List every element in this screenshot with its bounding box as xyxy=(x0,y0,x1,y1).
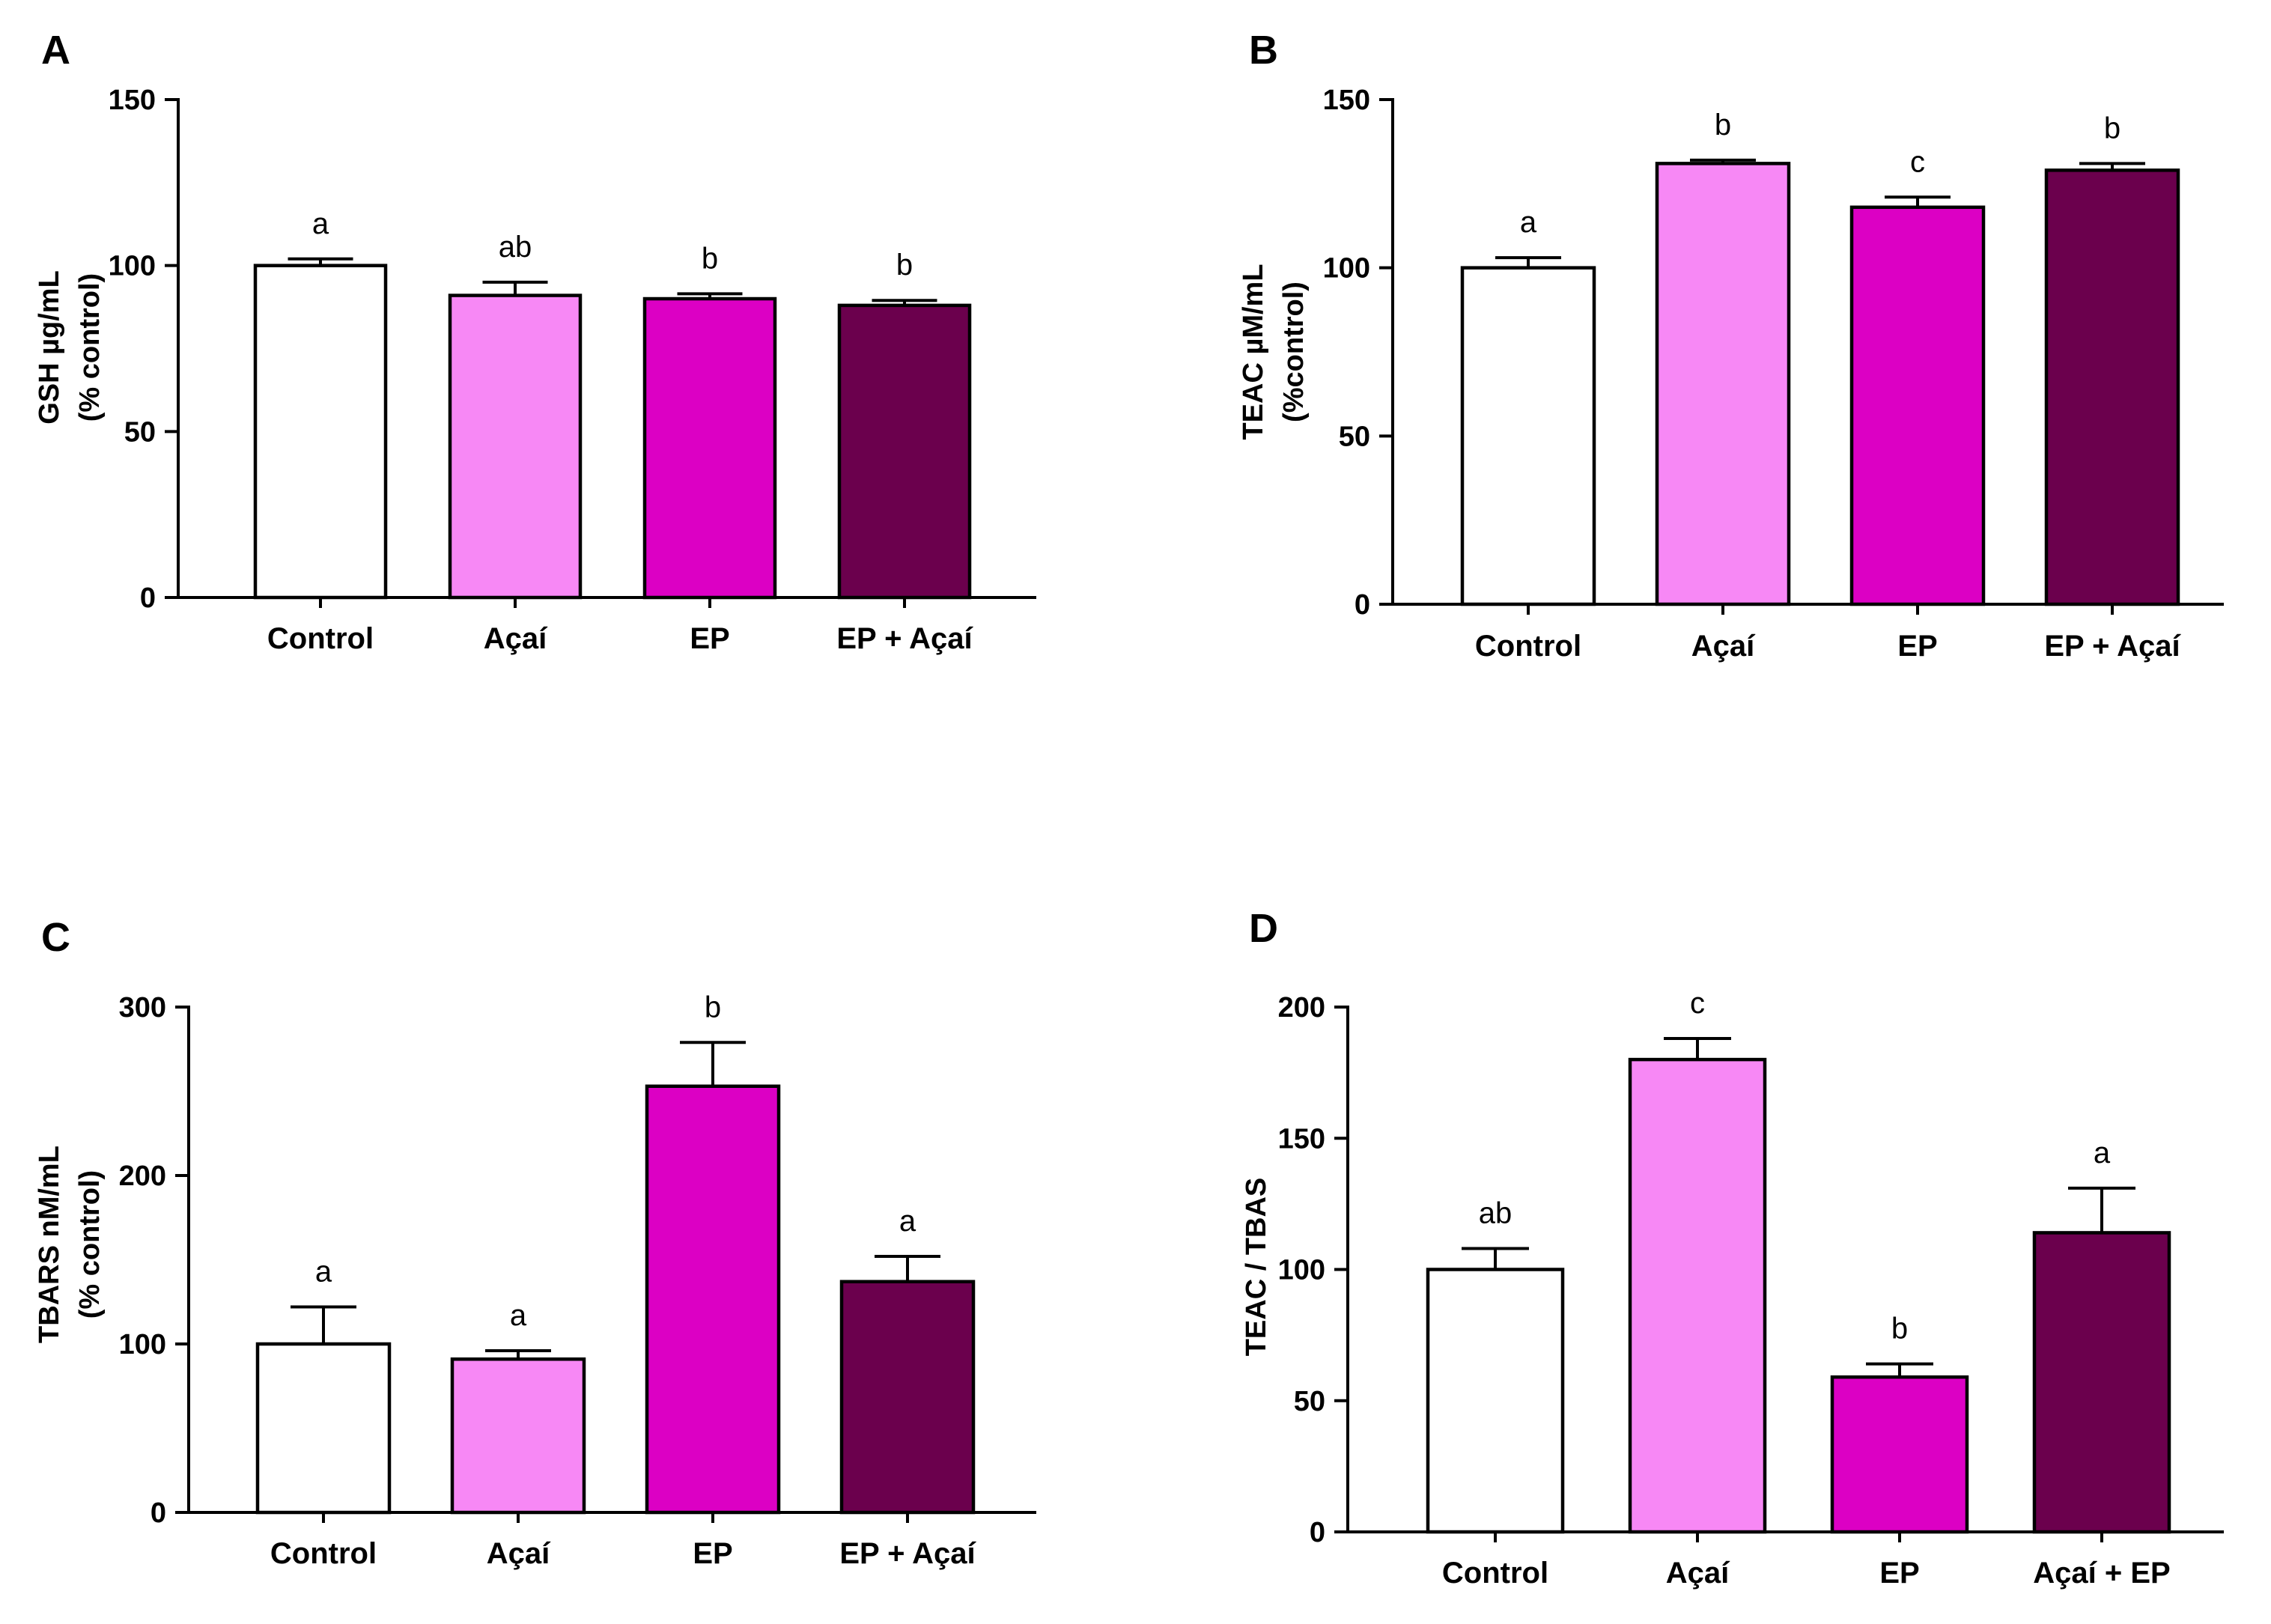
panel-a-y-tick-label: 150 xyxy=(109,85,156,116)
panel-d-ylabel-line-1: TEAC / TBAS xyxy=(1241,1178,1272,1357)
panel-a-category-label: EP xyxy=(690,622,729,655)
panel-a-y-tick-label: 100 xyxy=(109,251,156,282)
panel-c-significance-label: a xyxy=(510,1299,527,1332)
panel-b-ylabel: TEAC µM/mL (%control) xyxy=(1238,264,1310,440)
panel-c-letter: C xyxy=(41,915,70,960)
panel-a-ylabel: GSH µg/mL (% control) xyxy=(34,270,106,425)
panel-c-significance-label: b xyxy=(705,991,721,1024)
panel-d-plot: ab Control c Açaí b EP a Açaí + EP 0 50 100 150 200 xyxy=(1278,987,2224,1590)
panel-d: D TEAC / TBAS ab Control c Açaí b EP a Açaí + E… xyxy=(1241,906,2224,1590)
panel-b-category-label: Açaí xyxy=(1691,630,1756,663)
panel-c-ylabel: TBARS nM/mL (% control) xyxy=(34,1146,106,1343)
panel-c-y-tick-label: 200 xyxy=(119,1161,166,1192)
panel-c-category-label: Control xyxy=(270,1537,377,1570)
panel-a-significance-label: ab xyxy=(499,231,532,264)
panel-d-y-tick-label: 150 xyxy=(1278,1123,1325,1155)
panel-b-significance-label: b xyxy=(2104,112,2120,145)
panel-c-y-tick-label: 100 xyxy=(119,1329,166,1360)
panel-b: B TEAC µM/mL (%control) a Control b Açaí c EP… xyxy=(1238,28,2224,663)
panel-d-category-label: Control xyxy=(1442,1557,1548,1590)
panel-c-y-tick-label: 300 xyxy=(119,992,166,1024)
panel-d-category-label: Açaí + EP xyxy=(2033,1557,2170,1590)
panel-c-category-label: Açaí xyxy=(487,1537,551,1570)
panel-d-y-tick-label: 200 xyxy=(1278,992,1325,1024)
panel-d-category-label: EP xyxy=(1879,1557,1919,1590)
panel-a-ylabel-line-2: (% control) xyxy=(74,273,106,422)
panel-a-bar xyxy=(448,294,583,600)
panel-b-bar xyxy=(2044,168,2180,606)
panel-c-significance-label: a xyxy=(899,1205,916,1238)
panel-b-y-tick-label: 0 xyxy=(1355,589,1370,621)
panel-d-significance-label: ab xyxy=(1479,1196,1513,1229)
panel-d-bar xyxy=(1628,1057,1767,1534)
panel-c-ylabel-line-2: (% control) xyxy=(74,1170,106,1319)
panel-c-category-label: EP + Açaí xyxy=(839,1537,976,1570)
panel-a-significance-label: a xyxy=(312,207,329,240)
panel-d-y-tick-label: 50 xyxy=(1294,1386,1325,1417)
panel-b-y-tick-label: 150 xyxy=(1323,85,1370,116)
panel-a-significance-label: b xyxy=(702,242,718,275)
panel-b-category-label: Control xyxy=(1475,630,1581,663)
panel-b-letter: B xyxy=(1249,28,1278,73)
panel-a-letter: A xyxy=(41,28,70,73)
panel-b-ylabel-line-2: (%control) xyxy=(1278,282,1310,422)
panel-c-plot: a Control a Açaí b EP a EP + Açaí 0 100 200 300 xyxy=(119,991,1036,1570)
panel-a-category-label: Açaí xyxy=(484,622,548,655)
panel-b-y-tick-label: 50 xyxy=(1339,421,1370,452)
panel-d-bar xyxy=(1830,1375,1969,1534)
panel-d-y-tick-label: 100 xyxy=(1278,1255,1325,1286)
panel-a-category-label: Control xyxy=(267,622,374,655)
panel-c-ylabel-line-1: TBARS nM/mL xyxy=(34,1146,65,1343)
panel-c-bar xyxy=(839,1280,976,1515)
panel-b-significance-label: c xyxy=(1910,145,1925,178)
panel-b-significance-label: b xyxy=(1715,109,1731,142)
panel-a-bar xyxy=(642,296,777,600)
panel-c-category-label: EP xyxy=(693,1537,732,1570)
panel-a-significance-label: b xyxy=(896,249,913,282)
panel-c-y-tick-label: 0 xyxy=(151,1497,166,1529)
panel-d-y-tick-label: 0 xyxy=(1310,1517,1325,1548)
panel-d-category-label: Açaí xyxy=(1666,1557,1730,1590)
panel-b-y-tick-label: 100 xyxy=(1323,253,1370,285)
panel-c-significance-label: a xyxy=(315,1256,332,1289)
panel-a-ylabel-line-1: GSH µg/mL xyxy=(34,270,65,425)
panel-c: C TBARS nM/mL (% control) a Control a Açaí b… xyxy=(34,915,1036,1570)
panel-b-plot: a Control b Açaí c EP b EP + Açaí 0 50 100 150 xyxy=(1323,85,2224,663)
panel-a-bar xyxy=(837,303,972,600)
panel-c-bar xyxy=(450,1357,586,1515)
panel-a-plot: a Control ab Açaí b EP b EP + Açaí 0 50 100 150 xyxy=(109,85,1036,655)
panel-d-significance-label: b xyxy=(1891,1313,1908,1345)
panel-d-ylabel: TEAC / TBAS xyxy=(1241,1178,1272,1357)
panel-c-bar xyxy=(645,1084,781,1515)
panel-c-bar xyxy=(255,1342,392,1515)
panel-a-bar xyxy=(253,264,388,600)
panel-a-category-label: EP + Açaí xyxy=(836,622,973,655)
panel-d-bar xyxy=(1426,1268,1565,1534)
panel-b-category-label: EP + Açaí xyxy=(2044,630,2181,663)
panel-b-bar xyxy=(1655,162,1791,606)
panel-b-bar xyxy=(1460,266,1596,606)
panel-b-significance-label: a xyxy=(1520,206,1537,239)
panel-b-category-label: EP xyxy=(1897,630,1937,663)
panel-a-y-tick-label: 0 xyxy=(140,583,156,614)
panel-d-bar xyxy=(2032,1231,2171,1534)
panel-d-letter: D xyxy=(1249,906,1278,951)
panel-b-bar xyxy=(1849,205,1986,606)
panel-d-significance-label: c xyxy=(1690,987,1705,1020)
panel-a: A GSH µg/mL (% control) a Control ab Açaí b E… xyxy=(34,28,1036,655)
panel-a-y-tick-label: 50 xyxy=(124,416,156,448)
panel-d-significance-label: a xyxy=(2094,1137,2111,1170)
panel-b-ylabel-line-1: TEAC µM/mL xyxy=(1238,264,1269,440)
